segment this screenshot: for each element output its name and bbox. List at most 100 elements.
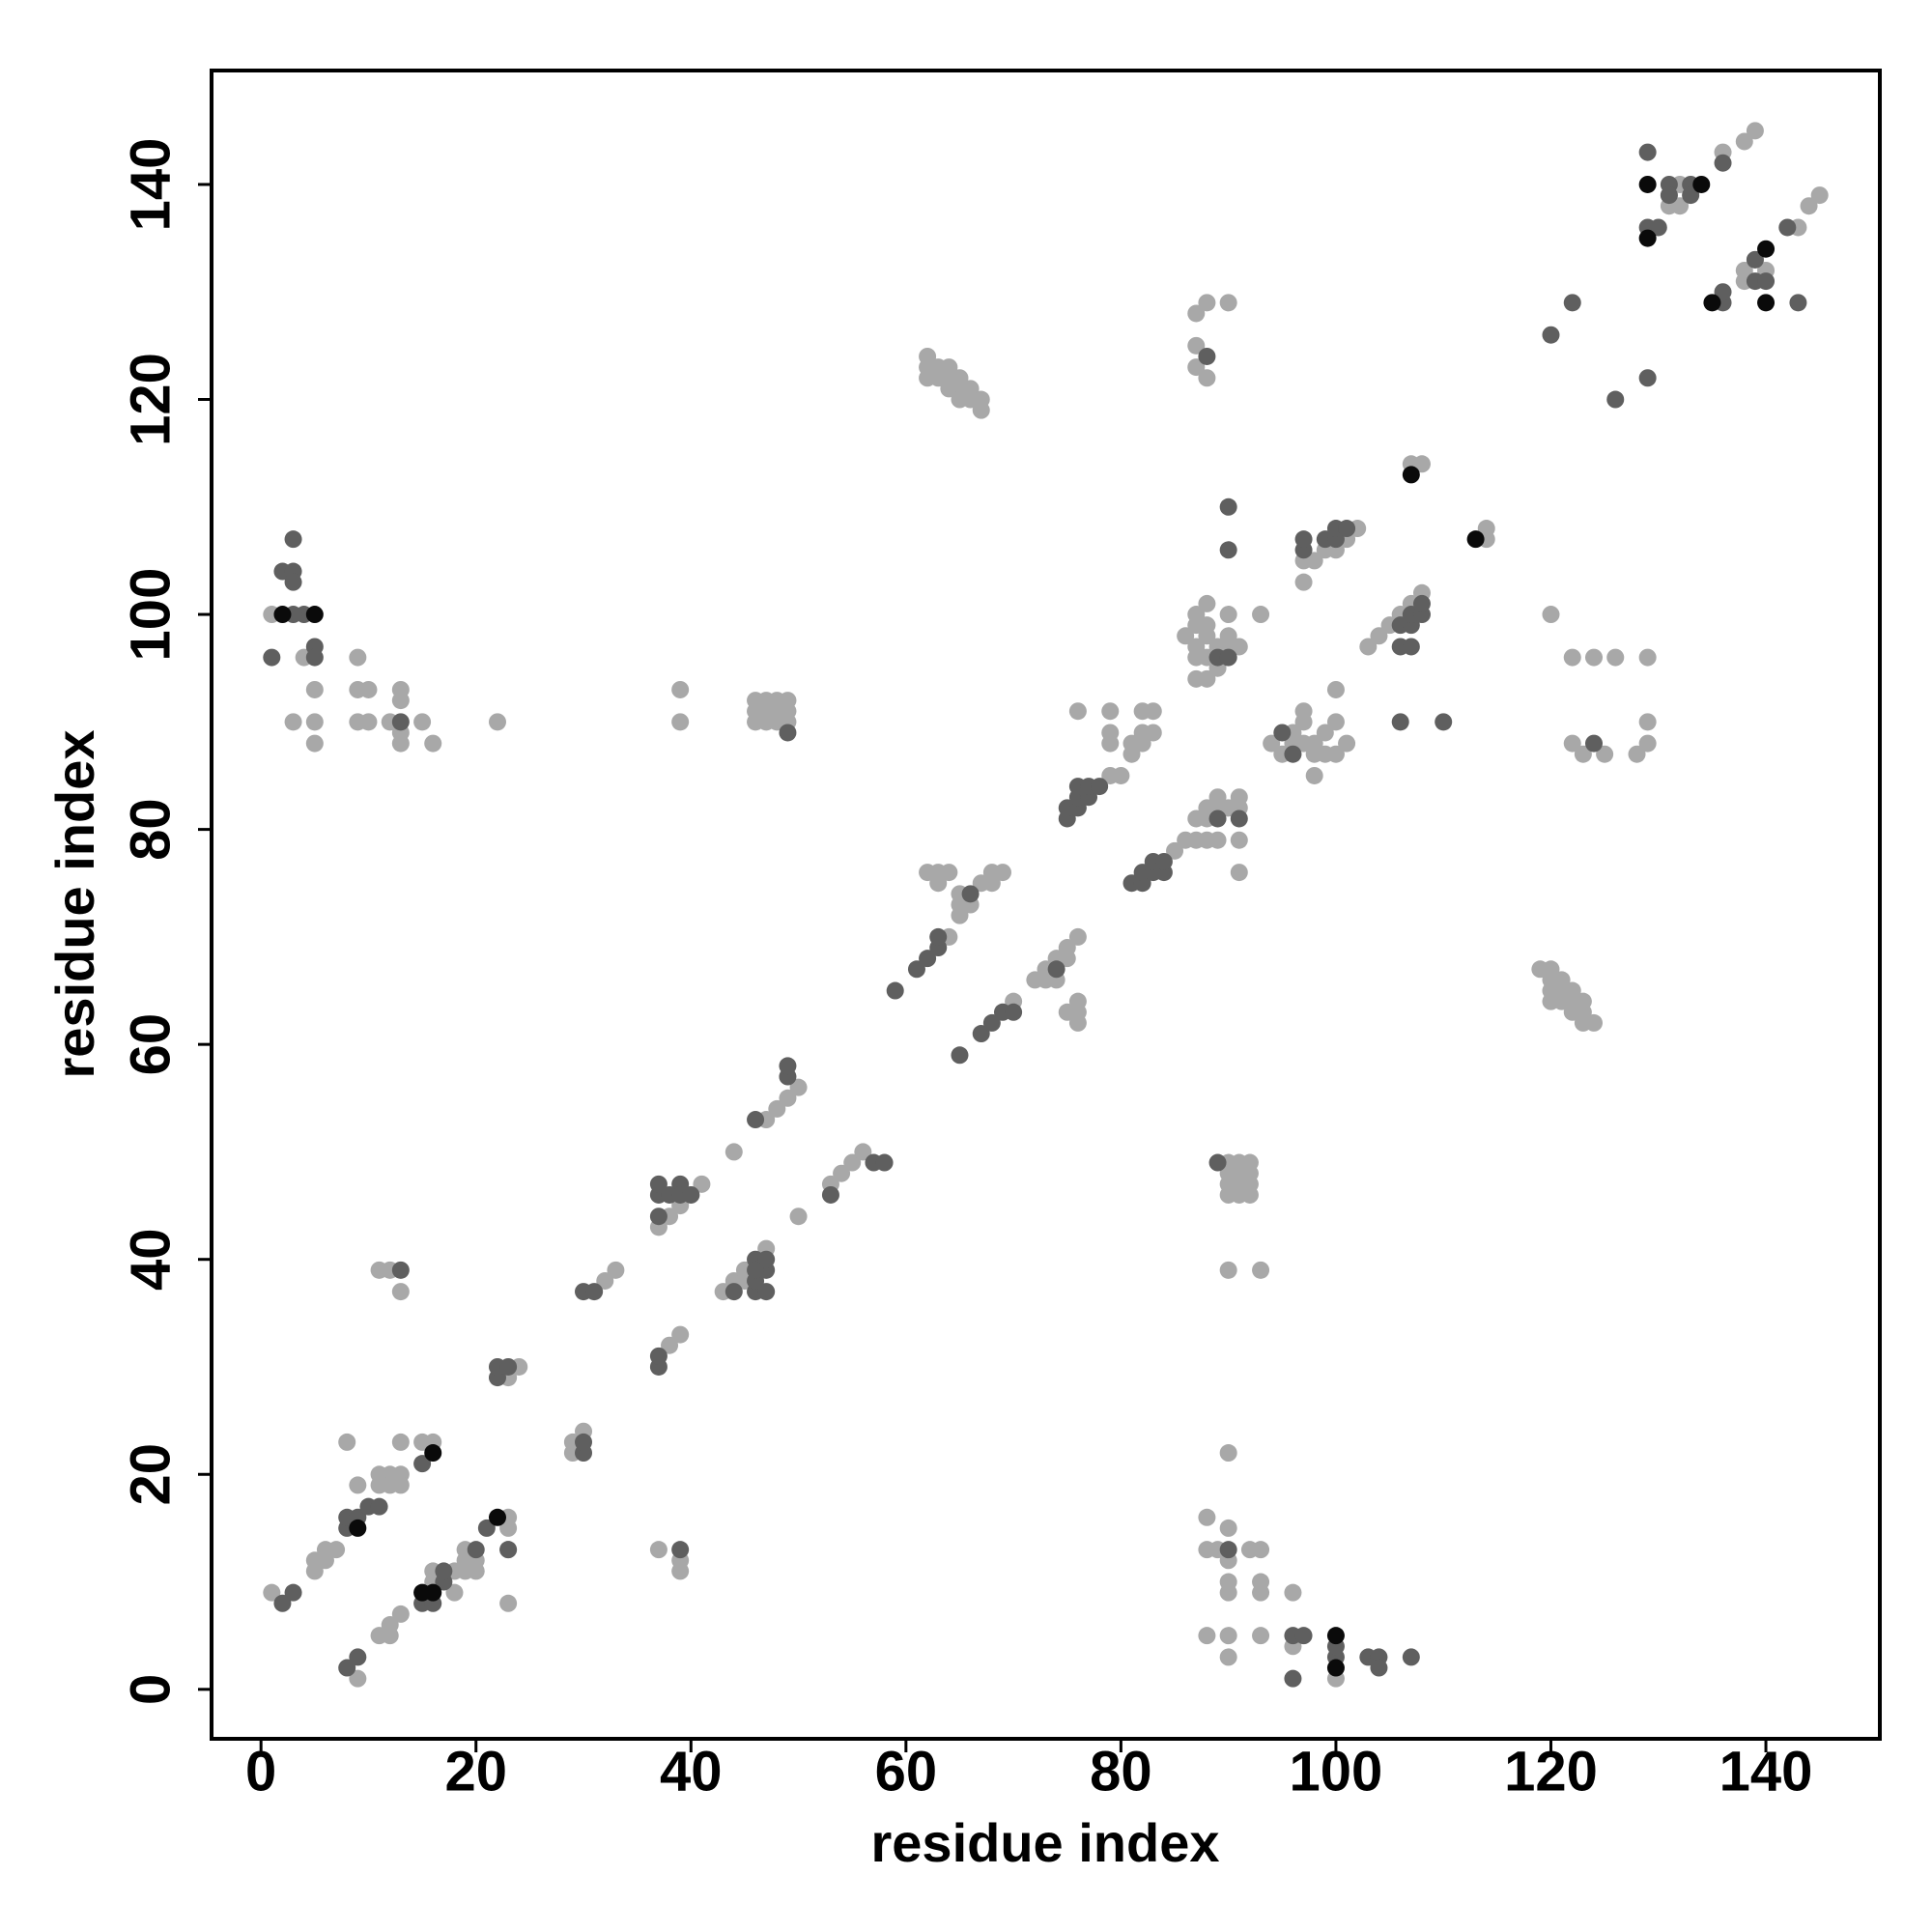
- contact-point: [467, 1541, 485, 1559]
- contact-point: [1638, 369, 1657, 387]
- contact-point: [349, 1669, 367, 1688]
- contact-point: [649, 1175, 668, 1193]
- contact-point: [982, 864, 1001, 882]
- contact-point: [585, 1283, 604, 1301]
- contact-point: [1198, 347, 1216, 365]
- contact-point: [1198, 1627, 1216, 1645]
- contact-point: [1606, 648, 1625, 667]
- contact-point: [499, 1357, 518, 1376]
- x-tick-label: 100: [1290, 1740, 1383, 1803]
- contact-point: [263, 648, 281, 667]
- contact-point: [1542, 326, 1560, 344]
- contact-point: [1101, 734, 1120, 753]
- contact-point: [1230, 638, 1248, 656]
- contact-point: [349, 1476, 367, 1494]
- contact-point: [1091, 778, 1109, 796]
- contact-point: [649, 1347, 668, 1365]
- contact-point: [671, 680, 690, 698]
- contact-point: [1219, 606, 1237, 624]
- contact-point: [284, 713, 302, 731]
- contact-point: [929, 927, 948, 946]
- contact-point: [1326, 1659, 1345, 1677]
- contact-point: [1703, 294, 1721, 312]
- contact-point: [596, 1271, 614, 1290]
- y-tick-label: 80: [119, 798, 182, 861]
- contact-point: [1585, 734, 1604, 753]
- contact-point: [1370, 627, 1388, 645]
- contact-point: [1187, 304, 1206, 323]
- y-tick-label: 60: [119, 1013, 182, 1076]
- contact-point: [1638, 648, 1657, 667]
- contact-point: [1585, 648, 1604, 667]
- contact-point: [649, 1208, 668, 1226]
- contact-point: [757, 1283, 776, 1301]
- contact-point: [424, 1583, 442, 1602]
- contact-point: [1757, 294, 1776, 312]
- contact-point: [1219, 627, 1237, 645]
- contact-point: [338, 1433, 356, 1451]
- contact-point: [886, 981, 904, 1000]
- contact-point: [671, 1325, 690, 1344]
- contact-point: [1284, 1669, 1302, 1688]
- contact-point: [499, 1594, 518, 1612]
- contact-point: [1789, 294, 1807, 312]
- contact-point: [413, 713, 432, 731]
- contact-point: [391, 1283, 410, 1301]
- contact-point: [1208, 810, 1227, 828]
- contact-point: [661, 1336, 679, 1354]
- contact-point: [671, 1562, 690, 1580]
- contact-point: [1047, 960, 1065, 979]
- contact-point: [1305, 734, 1323, 753]
- contact-point: [779, 1089, 797, 1107]
- contact-point: [1714, 154, 1732, 172]
- contact-point: [1563, 294, 1581, 312]
- x-tick-label: 60: [875, 1740, 938, 1803]
- contact-point: [1338, 520, 1356, 538]
- contact-point: [1574, 745, 1592, 763]
- contact-point: [1219, 1583, 1237, 1602]
- contact-point: [1294, 573, 1313, 591]
- contact-point: [1660, 186, 1678, 205]
- contact-point: [1273, 724, 1292, 742]
- contact-point: [391, 734, 410, 753]
- contact-point: [305, 606, 324, 624]
- contact-point: [854, 1143, 872, 1161]
- contact-point: [305, 734, 324, 753]
- contact-point: [1810, 186, 1829, 205]
- contact-point: [1068, 1013, 1087, 1032]
- contact-point: [1219, 541, 1237, 559]
- x-tick-label: 80: [1090, 1740, 1152, 1803]
- contact-point: [649, 1541, 668, 1559]
- contact-point: [1370, 1659, 1388, 1677]
- contact-point: [1198, 294, 1216, 312]
- contact-point: [1112, 766, 1130, 784]
- contact-point: [1058, 939, 1076, 957]
- contact-point: [305, 680, 324, 698]
- contact-point: [1252, 606, 1270, 624]
- contact-point: [1187, 336, 1206, 355]
- x-tick-label: 120: [1504, 1740, 1598, 1803]
- contact-point: [1187, 358, 1206, 377]
- contact-point: [391, 713, 410, 731]
- contact-point: [1574, 1013, 1592, 1032]
- contact-point: [1252, 1541, 1270, 1559]
- contact-point: [1735, 261, 1753, 279]
- contact-point: [757, 1250, 776, 1268]
- contact-point: [1326, 713, 1345, 731]
- contact-point: [982, 1013, 1001, 1032]
- contact-point: [370, 1497, 388, 1516]
- contact-point: [1746, 122, 1764, 140]
- contact-point: [391, 1605, 410, 1623]
- contact-point: [391, 1476, 410, 1494]
- contact-point: [1144, 702, 1162, 721]
- contact-point: [1714, 283, 1732, 301]
- contact-point: [1778, 218, 1797, 237]
- contact-point: [349, 1648, 367, 1666]
- contact-point: [1402, 1648, 1420, 1666]
- contact-point: [1412, 594, 1431, 612]
- contact-point: [1391, 713, 1409, 731]
- y-tick-label: 0: [119, 1674, 182, 1705]
- contact-point: [1435, 713, 1453, 731]
- contact-point: [1219, 1648, 1237, 1666]
- contact-point: [1068, 702, 1087, 721]
